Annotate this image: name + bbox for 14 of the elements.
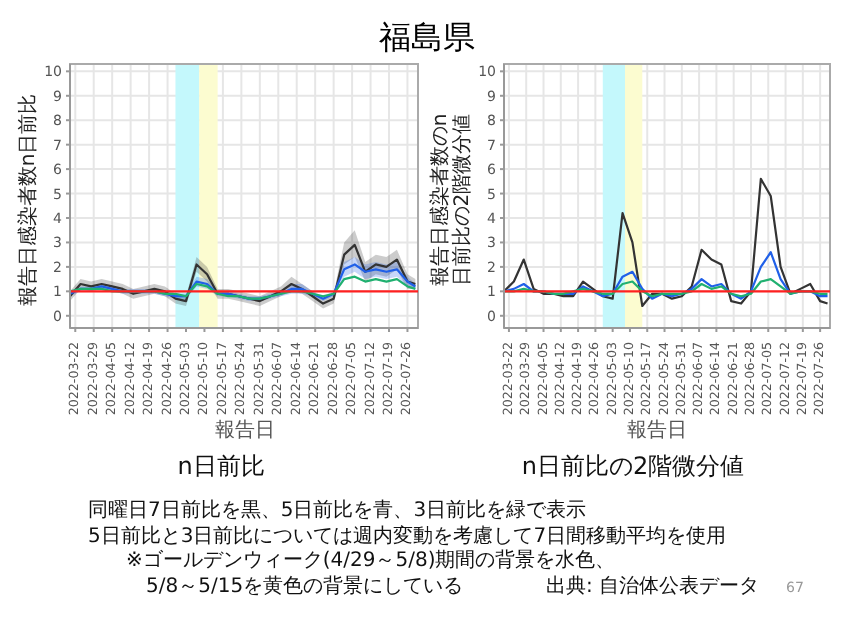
text: 5日前比と3日前比については週内変動を考慮して7日間移動平均を使用 bbox=[86, 525, 729, 549]
x-axis-title: 報告日 bbox=[215, 420, 275, 444]
text: n日前比 bbox=[177, 450, 265, 484]
line-series bbox=[70, 243, 417, 305]
source-note: 出典: 自治体公表データ bbox=[546, 575, 760, 600]
line-series bbox=[504, 177, 829, 308]
x-axis-title: 報告日 bbox=[627, 420, 687, 444]
text: 5/8～5/15を黄色の背景にしている bbox=[146, 575, 464, 597]
text: n日前比の2階微分値 bbox=[521, 450, 745, 484]
text: 同曜日7日前比を黒、5日前比を青、3日前比を緑で表示 bbox=[86, 500, 589, 525]
y-axis-title: 報告日感染者数n日前比 bbox=[16, 93, 40, 307]
text: ※ゴールデンウィーク(4/29～5/8)期間の背景を水色、 bbox=[124, 550, 618, 575]
chart-title: 福島県 bbox=[377, 16, 477, 60]
y-axis-title: 報告日感染者数のn日前比の2階微分値 bbox=[428, 113, 474, 287]
